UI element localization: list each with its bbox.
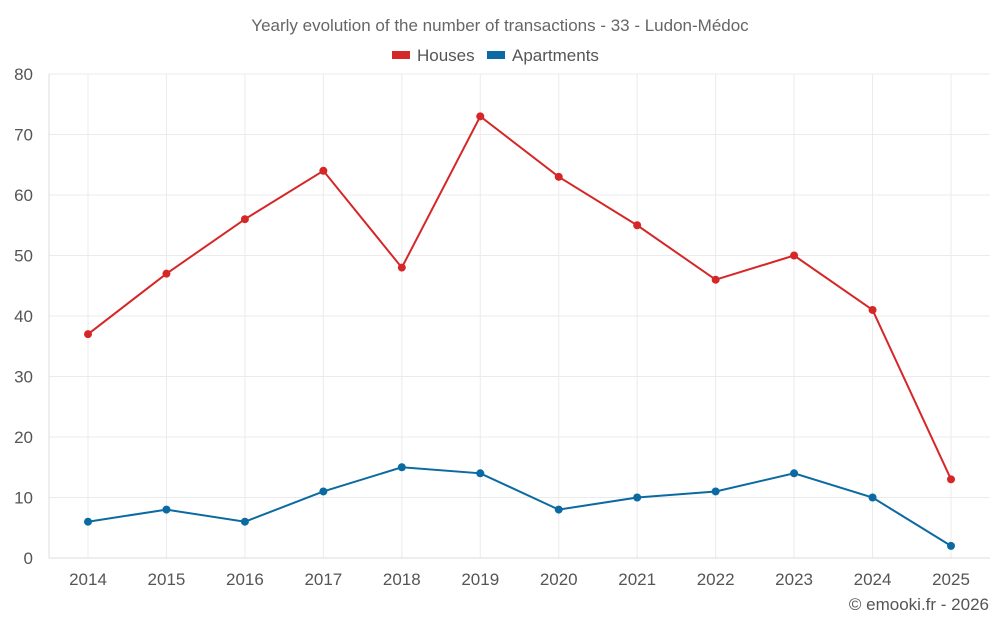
x-tick-label: 2016 <box>226 570 264 589</box>
x-tick-label: 2017 <box>304 570 342 589</box>
data-point-houses[interactable] <box>633 221 642 230</box>
y-tick-label: 80 <box>14 65 33 84</box>
legend-swatch-houses <box>392 51 410 59</box>
x-tick-label: 2024 <box>854 570 892 589</box>
x-tick-label: 2025 <box>932 570 970 589</box>
y-tick-label: 0 <box>24 549 33 568</box>
data-point-apartments[interactable] <box>633 493 642 502</box>
chart-title: Yearly evolution of the number of transa… <box>251 16 749 35</box>
data-point-houses[interactable] <box>240 215 249 224</box>
x-tick-label: 2019 <box>461 570 499 589</box>
data-point-houses[interactable] <box>397 263 406 272</box>
y-tick-label: 70 <box>14 126 33 145</box>
credit-text: © emooki.fr - 2026 <box>849 595 989 614</box>
y-tick-label: 60 <box>14 186 33 205</box>
series-layer <box>84 112 955 550</box>
x-tick-label: 2021 <box>618 570 656 589</box>
data-point-houses[interactable] <box>711 275 720 284</box>
x-tick-label: 2020 <box>540 570 578 589</box>
series-line-houses <box>87 114 952 480</box>
y-tick-label: 30 <box>14 368 33 387</box>
y-axis: 0 10 20 30 40 50 60 70 80 <box>14 65 33 568</box>
data-point-apartments[interactable] <box>240 517 249 526</box>
data-point-apartments[interactable] <box>319 487 328 496</box>
legend: Houses Apartments <box>392 46 599 65</box>
data-point-apartments[interactable] <box>162 505 171 514</box>
data-point-apartments[interactable] <box>947 541 955 550</box>
x-tick-label: 2023 <box>775 570 813 589</box>
data-point-apartments[interactable] <box>868 493 877 502</box>
data-point-apartments[interactable] <box>84 517 92 526</box>
y-tick-label: 10 <box>14 489 33 508</box>
data-point-houses[interactable] <box>790 251 799 260</box>
x-axis: 2014 2015 2016 2017 2018 2019 2020 2021 2022 2023… <box>69 570 970 589</box>
series-line-apartments <box>87 466 952 547</box>
series-houses <box>84 112 955 484</box>
legend-swatch-apartments <box>487 51 505 59</box>
x-tick-label: 2022 <box>697 570 735 589</box>
data-point-apartments[interactable] <box>476 469 485 478</box>
data-point-houses[interactable] <box>554 172 563 181</box>
data-point-houses[interactable] <box>319 166 328 175</box>
data-point-apartments[interactable] <box>711 487 720 496</box>
data-point-apartments[interactable] <box>790 469 799 478</box>
data-point-houses[interactable] <box>947 475 955 484</box>
data-point-houses[interactable] <box>162 269 171 278</box>
data-point-houses[interactable] <box>84 330 92 339</box>
data-point-houses[interactable] <box>868 305 877 314</box>
y-tick-label: 50 <box>14 247 33 266</box>
series-apartments <box>84 463 955 550</box>
data-point-houses[interactable] <box>476 112 485 121</box>
data-point-apartments[interactable] <box>554 505 563 514</box>
y-tick-label: 20 <box>14 428 33 447</box>
legend-label-houses[interactable]: Houses <box>417 46 475 65</box>
grid <box>48 73 990 559</box>
x-tick-label: 2014 <box>69 570 107 589</box>
x-tick-label: 2018 <box>383 570 421 589</box>
x-tick-label: 2015 <box>148 570 186 589</box>
legend-label-apartments[interactable]: Apartments <box>512 46 599 65</box>
y-tick-label: 40 <box>14 307 33 326</box>
data-point-apartments[interactable] <box>397 463 406 472</box>
